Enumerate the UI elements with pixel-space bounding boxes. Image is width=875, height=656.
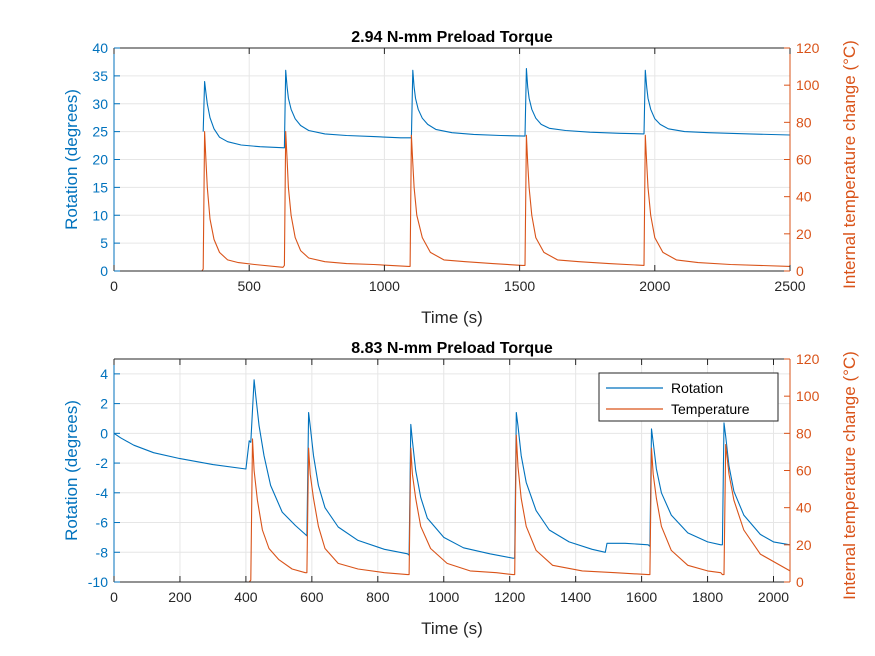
x-tick-label: 0 bbox=[110, 589, 118, 605]
x-tick-label: 1800 bbox=[692, 589, 723, 605]
x-tick-label: 2000 bbox=[758, 589, 789, 605]
y-right-tick-label: 100 bbox=[796, 388, 820, 404]
y-right-tick-label: 80 bbox=[796, 114, 812, 130]
x-tick-label: 2000 bbox=[639, 278, 670, 294]
legend-label-temperature: Temperature bbox=[671, 401, 750, 417]
y-left-tick-label: 2 bbox=[100, 396, 108, 412]
x-tick-label: 2500 bbox=[774, 278, 805, 294]
y-right-tick-label: 100 bbox=[796, 77, 820, 93]
x-tick-label: 1600 bbox=[626, 589, 657, 605]
y-left-tick-label: 0 bbox=[100, 263, 108, 279]
y-left-tick-label: -10 bbox=[88, 574, 108, 590]
y-right-tick-label: 0 bbox=[796, 263, 804, 279]
top-chart: 0 500 1000 1500 2000 250005101520253035400204… bbox=[62, 29, 859, 327]
chart-title: 8.83 N-mm Preload Torque bbox=[351, 340, 553, 357]
y-right-tick-label: 0 bbox=[796, 574, 804, 590]
y-right-tick-label: 80 bbox=[796, 425, 812, 441]
x-tick-label: 0 bbox=[110, 278, 118, 294]
y-right-tick-label: 120 bbox=[796, 351, 820, 367]
x-tick-label: 1000 bbox=[369, 278, 400, 294]
chart-title: 2.94 N-mm Preload Torque bbox=[351, 29, 553, 46]
y-left-tick-label: 30 bbox=[92, 96, 108, 112]
y-right-tick-label: 40 bbox=[796, 500, 812, 516]
temperature-series-line bbox=[248, 434, 791, 583]
y-left-tick-label: 40 bbox=[92, 40, 108, 56]
x-axis-label: Time (s) bbox=[421, 619, 483, 638]
y-left-tick-label: 10 bbox=[92, 207, 108, 223]
y-right-axis-label: Internal temperature change (°C) bbox=[840, 40, 859, 289]
y-left-axis-label: Rotation (degrees) bbox=[62, 400, 81, 541]
x-tick-label: 1500 bbox=[504, 278, 535, 294]
y-left-tick-label: 25 bbox=[92, 124, 108, 140]
x-tick-label: 600 bbox=[300, 589, 324, 605]
y-right-tick-label: 20 bbox=[796, 226, 812, 242]
y-left-tick-label: -8 bbox=[96, 544, 109, 560]
x-tick-label: 1000 bbox=[428, 589, 459, 605]
bottom-chart: 0 200 400 600 800 1000 1200 1400 1600 1800 2000-10… bbox=[62, 340, 859, 638]
rotation-series-line bbox=[113, 379, 791, 559]
rotation-series-line bbox=[202, 68, 791, 149]
temperature-series-line bbox=[201, 131, 791, 272]
y-left-tick-label: 20 bbox=[92, 152, 108, 168]
x-tick-label: 800 bbox=[366, 589, 390, 605]
y-left-tick-label: -6 bbox=[96, 515, 109, 531]
y-left-tick-label: 0 bbox=[100, 425, 108, 441]
y-left-axis-label: Rotation (degrees) bbox=[62, 89, 81, 230]
y-left-tick-label: 5 bbox=[100, 235, 108, 251]
x-tick-label: 400 bbox=[234, 589, 258, 605]
x-axis-label: Time (s) bbox=[421, 308, 483, 327]
legend-label-rotation: Rotation bbox=[671, 380, 723, 396]
x-tick-label: 200 bbox=[168, 589, 192, 605]
y-right-tick-label: 20 bbox=[796, 537, 812, 553]
x-tick-label: 500 bbox=[238, 278, 262, 294]
y-left-tick-label: 4 bbox=[100, 366, 108, 382]
legend: Rotation Temperature bbox=[598, 372, 779, 422]
legend-box bbox=[598, 372, 779, 422]
y-right-tick-label: 60 bbox=[796, 463, 812, 479]
x-tick-label: 1400 bbox=[560, 589, 591, 605]
y-left-tick-label: 35 bbox=[92, 68, 108, 84]
y-left-tick-label: -2 bbox=[96, 455, 109, 471]
x-tick-label: 1200 bbox=[494, 589, 525, 605]
y-right-tick-label: 60 bbox=[796, 152, 812, 168]
y-right-tick-label: 40 bbox=[796, 189, 812, 205]
y-left-tick-label: -4 bbox=[96, 485, 109, 501]
y-left-tick-label: 15 bbox=[92, 179, 108, 195]
y-right-tick-label: 120 bbox=[796, 40, 820, 56]
y-right-axis-label: Internal temperature change (°C) bbox=[840, 351, 859, 600]
